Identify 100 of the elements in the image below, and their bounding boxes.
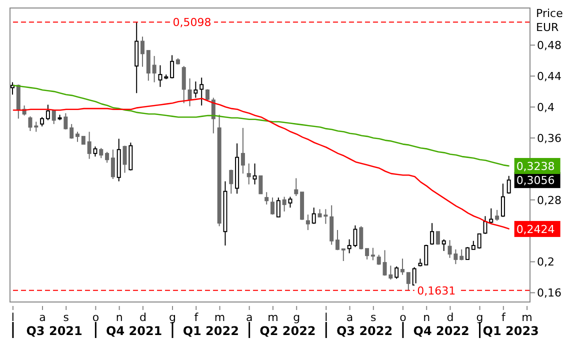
candlestick xyxy=(46,104,50,121)
text: Q1 2023 xyxy=(482,324,539,338)
candlestick xyxy=(282,196,286,212)
candlestick xyxy=(294,178,298,197)
candlestick xyxy=(370,247,375,261)
candlestick xyxy=(40,116,44,127)
data-label: 0,2424 xyxy=(516,222,555,236)
x-tick-label: g xyxy=(476,311,484,324)
ref-line-label: 0,1631 xyxy=(417,284,456,298)
candlestick xyxy=(194,81,198,98)
candlestick xyxy=(76,131,80,142)
candlestick xyxy=(87,131,92,160)
candlestick xyxy=(336,230,340,251)
y-tick-label: 0,44 xyxy=(537,70,562,83)
candlestick xyxy=(264,192,269,206)
candlestick xyxy=(34,121,38,132)
x-tick-label: d xyxy=(446,311,454,324)
candlestick xyxy=(312,207,316,224)
x-tick-label: f xyxy=(194,311,200,324)
candlestick xyxy=(182,66,186,104)
candlestick xyxy=(140,36,144,68)
candlestick xyxy=(146,50,150,82)
candlestick xyxy=(359,226,364,250)
data-label: 0,3238 xyxy=(516,160,555,173)
candlestick xyxy=(158,64,162,88)
text: Q4 2022 xyxy=(413,324,470,338)
x-tick-label: n xyxy=(423,311,430,324)
candlestick xyxy=(105,151,110,164)
candlestick xyxy=(442,238,446,252)
candlestick xyxy=(152,55,156,83)
candlestick xyxy=(170,54,174,79)
x-tick-label: m xyxy=(522,311,532,324)
x-tick-label: s xyxy=(63,311,70,324)
candlestick xyxy=(64,112,68,130)
candlestick xyxy=(122,145,127,174)
x-tick-label: l xyxy=(324,311,328,324)
x-tick-label: g xyxy=(169,311,176,324)
x-tick-label: f xyxy=(501,311,506,324)
candlestick xyxy=(99,148,104,159)
x-tick-label: a xyxy=(246,311,253,324)
candlestick xyxy=(430,222,434,246)
candlestick xyxy=(93,146,98,158)
candlestick xyxy=(436,231,440,246)
candlestick xyxy=(128,142,133,171)
candlestick xyxy=(341,248,346,262)
candlestick xyxy=(276,197,280,218)
y-tick-label: 0,16 xyxy=(537,286,562,300)
x-tick-label: l xyxy=(11,311,14,324)
candlestick xyxy=(240,127,245,174)
y-tick-label: 0,2 xyxy=(537,256,554,269)
x-tick-label: m xyxy=(268,311,278,324)
text: Q3 2021 xyxy=(26,324,82,338)
candlestick xyxy=(258,175,263,194)
candlestick xyxy=(330,204,334,246)
candlestick xyxy=(270,197,274,216)
candlestick xyxy=(110,149,115,180)
candlestick xyxy=(394,266,399,280)
x-tick-label: a xyxy=(346,311,354,324)
text: Q3 2022 xyxy=(336,324,393,338)
candlestick xyxy=(288,196,292,208)
candlestick xyxy=(489,208,494,224)
candlestick xyxy=(252,163,257,185)
candlestick xyxy=(200,77,204,106)
x-tick-label: g xyxy=(293,311,300,324)
candlestick xyxy=(495,209,500,222)
text: 0,3056 xyxy=(516,174,555,188)
candlestick xyxy=(477,233,482,250)
y-tick-label: 0,4 xyxy=(537,100,554,114)
y-tick-label: 0,48 xyxy=(537,39,562,52)
ref-line-label: 0,5098 xyxy=(172,16,212,30)
candlestick xyxy=(506,175,511,194)
candlestick xyxy=(424,244,428,266)
x-tick-label: m xyxy=(214,311,226,324)
candlestick xyxy=(483,216,488,234)
candlestick xyxy=(500,183,505,218)
x-tick-label: d xyxy=(139,311,146,324)
y-tick-label: 0,36 xyxy=(537,132,562,145)
candlestick xyxy=(376,254,381,266)
candlestick xyxy=(306,214,310,231)
candlestick xyxy=(406,272,410,291)
candlestick xyxy=(400,258,404,276)
x-tick-label: a xyxy=(39,311,46,324)
text: Q2 2022 xyxy=(260,324,316,338)
candlestick xyxy=(28,116,32,132)
y-tick-label: 0,28 xyxy=(537,194,562,207)
candlestick xyxy=(365,248,370,260)
text: Q4 2021 xyxy=(106,324,162,338)
candlestick xyxy=(246,163,251,185)
x-tick-label: o xyxy=(92,311,100,324)
x-tick-label: o xyxy=(400,311,407,324)
x-tick-label: s xyxy=(370,311,377,324)
candlestick xyxy=(229,169,234,194)
text: Q1 2022 xyxy=(182,324,239,338)
candlestick xyxy=(52,110,56,125)
candlestick xyxy=(188,78,192,107)
candlestick xyxy=(466,246,470,260)
y-axis-title: Price EUR xyxy=(536,7,564,34)
line-series xyxy=(12,84,510,167)
candlestick xyxy=(70,124,74,140)
x-tick-label: n xyxy=(116,311,123,324)
